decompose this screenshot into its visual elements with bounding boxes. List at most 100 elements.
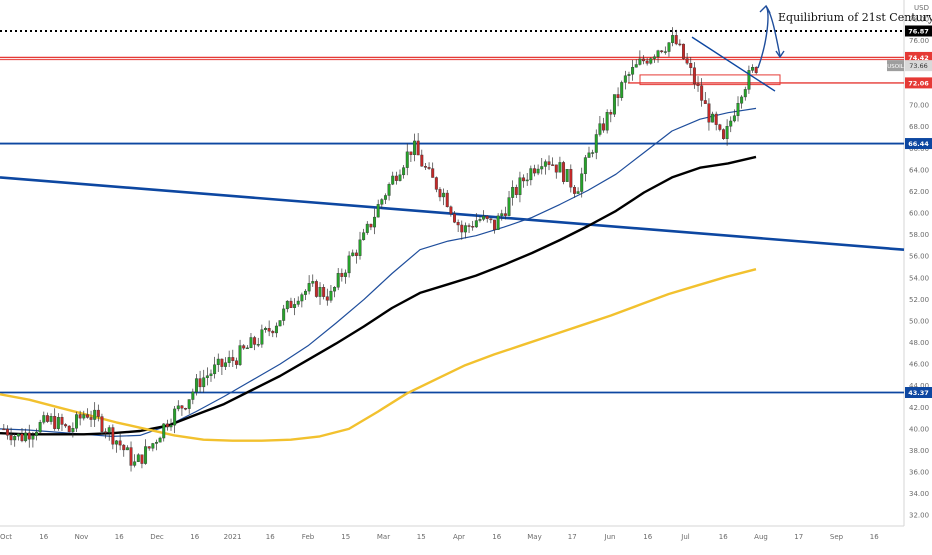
candle-body bbox=[198, 378, 202, 388]
x-tick-label: Apr bbox=[453, 533, 465, 541]
candle-body bbox=[747, 70, 751, 90]
candle-body bbox=[587, 152, 591, 158]
candle-body bbox=[13, 435, 17, 441]
candle-body bbox=[493, 219, 496, 230]
candle-body bbox=[285, 300, 289, 310]
candle-body bbox=[602, 123, 606, 131]
candle-body bbox=[543, 161, 547, 167]
y-tick-label: 50.00 bbox=[909, 317, 929, 325]
candle-body bbox=[663, 51, 667, 53]
candle-body bbox=[536, 168, 540, 174]
symbol-tag bbox=[887, 60, 904, 72]
candle-body bbox=[122, 444, 126, 451]
candle-body bbox=[42, 415, 46, 423]
candle-body bbox=[373, 216, 377, 228]
candle-body bbox=[380, 199, 384, 205]
x-tick-label: Nov bbox=[75, 533, 89, 541]
candle-body bbox=[598, 123, 602, 135]
x-tick-label: Jun bbox=[604, 533, 616, 541]
x-tick-label: 15 bbox=[341, 533, 350, 541]
candle-body bbox=[245, 347, 249, 350]
x-tick-label: 16 bbox=[719, 533, 728, 541]
y-tick-label: 40.00 bbox=[909, 425, 929, 433]
last-price-tag bbox=[905, 60, 932, 72]
candle-body bbox=[423, 166, 427, 168]
x-tick-label: 17 bbox=[794, 533, 803, 541]
candle-body bbox=[576, 191, 580, 194]
blue-support-low-price-label: 43.37 bbox=[908, 389, 929, 397]
arrow-head-up bbox=[759, 4, 771, 14]
candle-body bbox=[9, 435, 13, 441]
candle-body bbox=[671, 35, 675, 43]
candle-body bbox=[703, 100, 707, 104]
candle-body bbox=[642, 58, 645, 62]
candle-body bbox=[115, 440, 118, 445]
red-zone-box bbox=[639, 74, 781, 86]
candle-body bbox=[71, 428, 75, 433]
candle-body bbox=[638, 58, 642, 65]
candle-body bbox=[634, 64, 638, 68]
candle-body bbox=[184, 408, 188, 410]
x-tick-label: Feb bbox=[302, 533, 315, 541]
candle-body bbox=[394, 175, 398, 181]
candle-body bbox=[558, 162, 562, 173]
candle-body bbox=[224, 362, 228, 367]
y-tick-label: 48.00 bbox=[909, 339, 929, 347]
ma200-line bbox=[0, 268, 757, 442]
candle-body bbox=[191, 391, 195, 400]
x-tick-label: 16 bbox=[643, 533, 652, 541]
y-tick-label: 70.00 bbox=[909, 102, 929, 110]
candle-body bbox=[67, 425, 71, 433]
candle-body bbox=[507, 197, 511, 216]
candle-body bbox=[623, 75, 627, 83]
candle-body bbox=[431, 168, 435, 178]
candle-body bbox=[489, 218, 493, 221]
candle-body bbox=[64, 424, 68, 427]
symbol-label: USOIL bbox=[887, 64, 904, 70]
candle-body bbox=[449, 206, 453, 214]
y-tick-label: 52.00 bbox=[909, 296, 929, 304]
x-tick-label: 16 bbox=[266, 533, 275, 541]
candle-body bbox=[282, 308, 286, 321]
candle-body bbox=[427, 167, 431, 169]
candle-body bbox=[234, 360, 238, 365]
candle-body bbox=[620, 82, 624, 98]
candle-body bbox=[591, 152, 595, 154]
candle-body bbox=[609, 112, 613, 115]
candle-body bbox=[111, 427, 115, 445]
candle-body bbox=[107, 427, 111, 433]
y-tick-label: 68.00 bbox=[909, 123, 929, 131]
candle-body bbox=[249, 337, 253, 349]
candle-body bbox=[53, 416, 57, 429]
candle-body bbox=[158, 437, 162, 443]
candle-body bbox=[532, 168, 536, 174]
y-tick-label: 54.00 bbox=[909, 274, 929, 282]
candle-body bbox=[173, 408, 177, 426]
candle-body bbox=[242, 345, 246, 349]
candle-body bbox=[333, 287, 337, 292]
dotted-resistance-price-label: 76.87 bbox=[908, 27, 929, 35]
candle-body bbox=[503, 213, 507, 216]
candle-body bbox=[340, 273, 344, 277]
candle-body bbox=[700, 85, 704, 101]
candle-body bbox=[147, 446, 151, 449]
candle-body bbox=[325, 296, 329, 301]
candle-body bbox=[682, 43, 685, 59]
candle-body bbox=[296, 300, 300, 305]
candle-body bbox=[482, 215, 486, 220]
candle-body bbox=[314, 281, 318, 297]
y-tick-label: 56.00 bbox=[909, 253, 929, 261]
candle-body bbox=[645, 60, 649, 64]
x-tick-label: Dec bbox=[150, 533, 164, 541]
candle-body bbox=[409, 151, 413, 155]
arrow-head-down bbox=[775, 50, 785, 59]
x-tick-label: Sep bbox=[830, 533, 844, 541]
x-tick-label: Aug bbox=[754, 533, 768, 541]
candle-body bbox=[49, 416, 53, 422]
y-tick-label: 46.00 bbox=[909, 361, 929, 369]
candle-body bbox=[205, 375, 209, 378]
candle-body bbox=[420, 154, 424, 167]
candle-body bbox=[754, 67, 758, 73]
candle-body bbox=[45, 415, 49, 422]
candle-body bbox=[572, 186, 576, 194]
